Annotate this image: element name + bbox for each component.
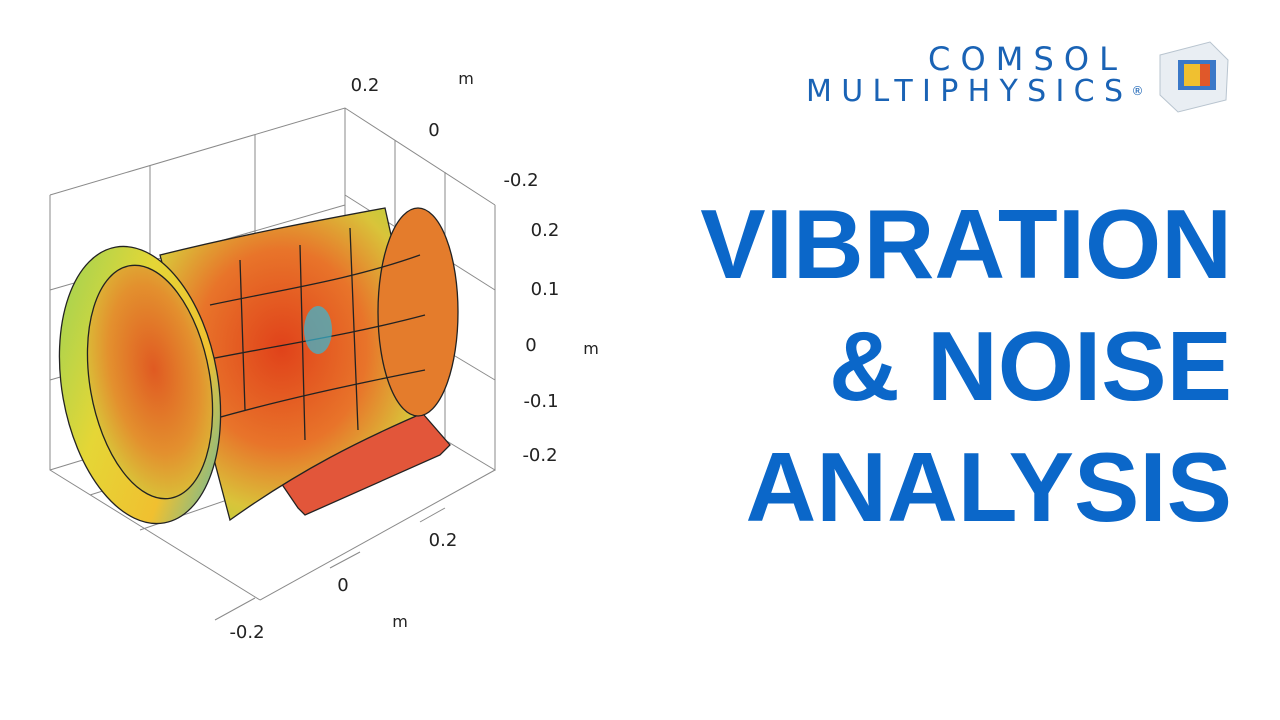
axis-tick-label: -0.2 bbox=[503, 170, 538, 191]
axis-unit: m bbox=[583, 339, 599, 358]
axis-tick-label: 0 bbox=[428, 120, 439, 141]
logo-mark: ® bbox=[1132, 84, 1145, 98]
title-line: VIBRATION bbox=[700, 189, 1232, 299]
axis-tick-label: 0.2 bbox=[531, 220, 560, 241]
axis-unit: m bbox=[458, 69, 474, 88]
title-line: & NOISE bbox=[829, 311, 1232, 421]
axis-unit: m bbox=[392, 612, 408, 631]
axis-tick-label: -0.1 bbox=[523, 391, 558, 412]
logo-cube bbox=[1159, 41, 1229, 113]
axis-tick-label: -0.2 bbox=[522, 445, 557, 466]
axis-tick-label: -0.2 bbox=[229, 622, 264, 643]
axis-tick-label: 0 bbox=[525, 335, 536, 356]
horn-model bbox=[58, 207, 459, 525]
axis-tick-label: 0.2 bbox=[351, 75, 380, 96]
axis-tick-label: 0.2 bbox=[429, 530, 458, 551]
logo-line2: MULTIPHYSICS bbox=[806, 74, 1124, 109]
logo-line1: COMSOL bbox=[928, 40, 1118, 78]
horn-opening bbox=[86, 264, 214, 500]
title-line: ANALYSIS bbox=[745, 432, 1232, 542]
axis-tick-label: 0.1 bbox=[531, 279, 560, 300]
axis-tick-label: 0 bbox=[337, 575, 348, 596]
horn-end bbox=[377, 207, 459, 417]
